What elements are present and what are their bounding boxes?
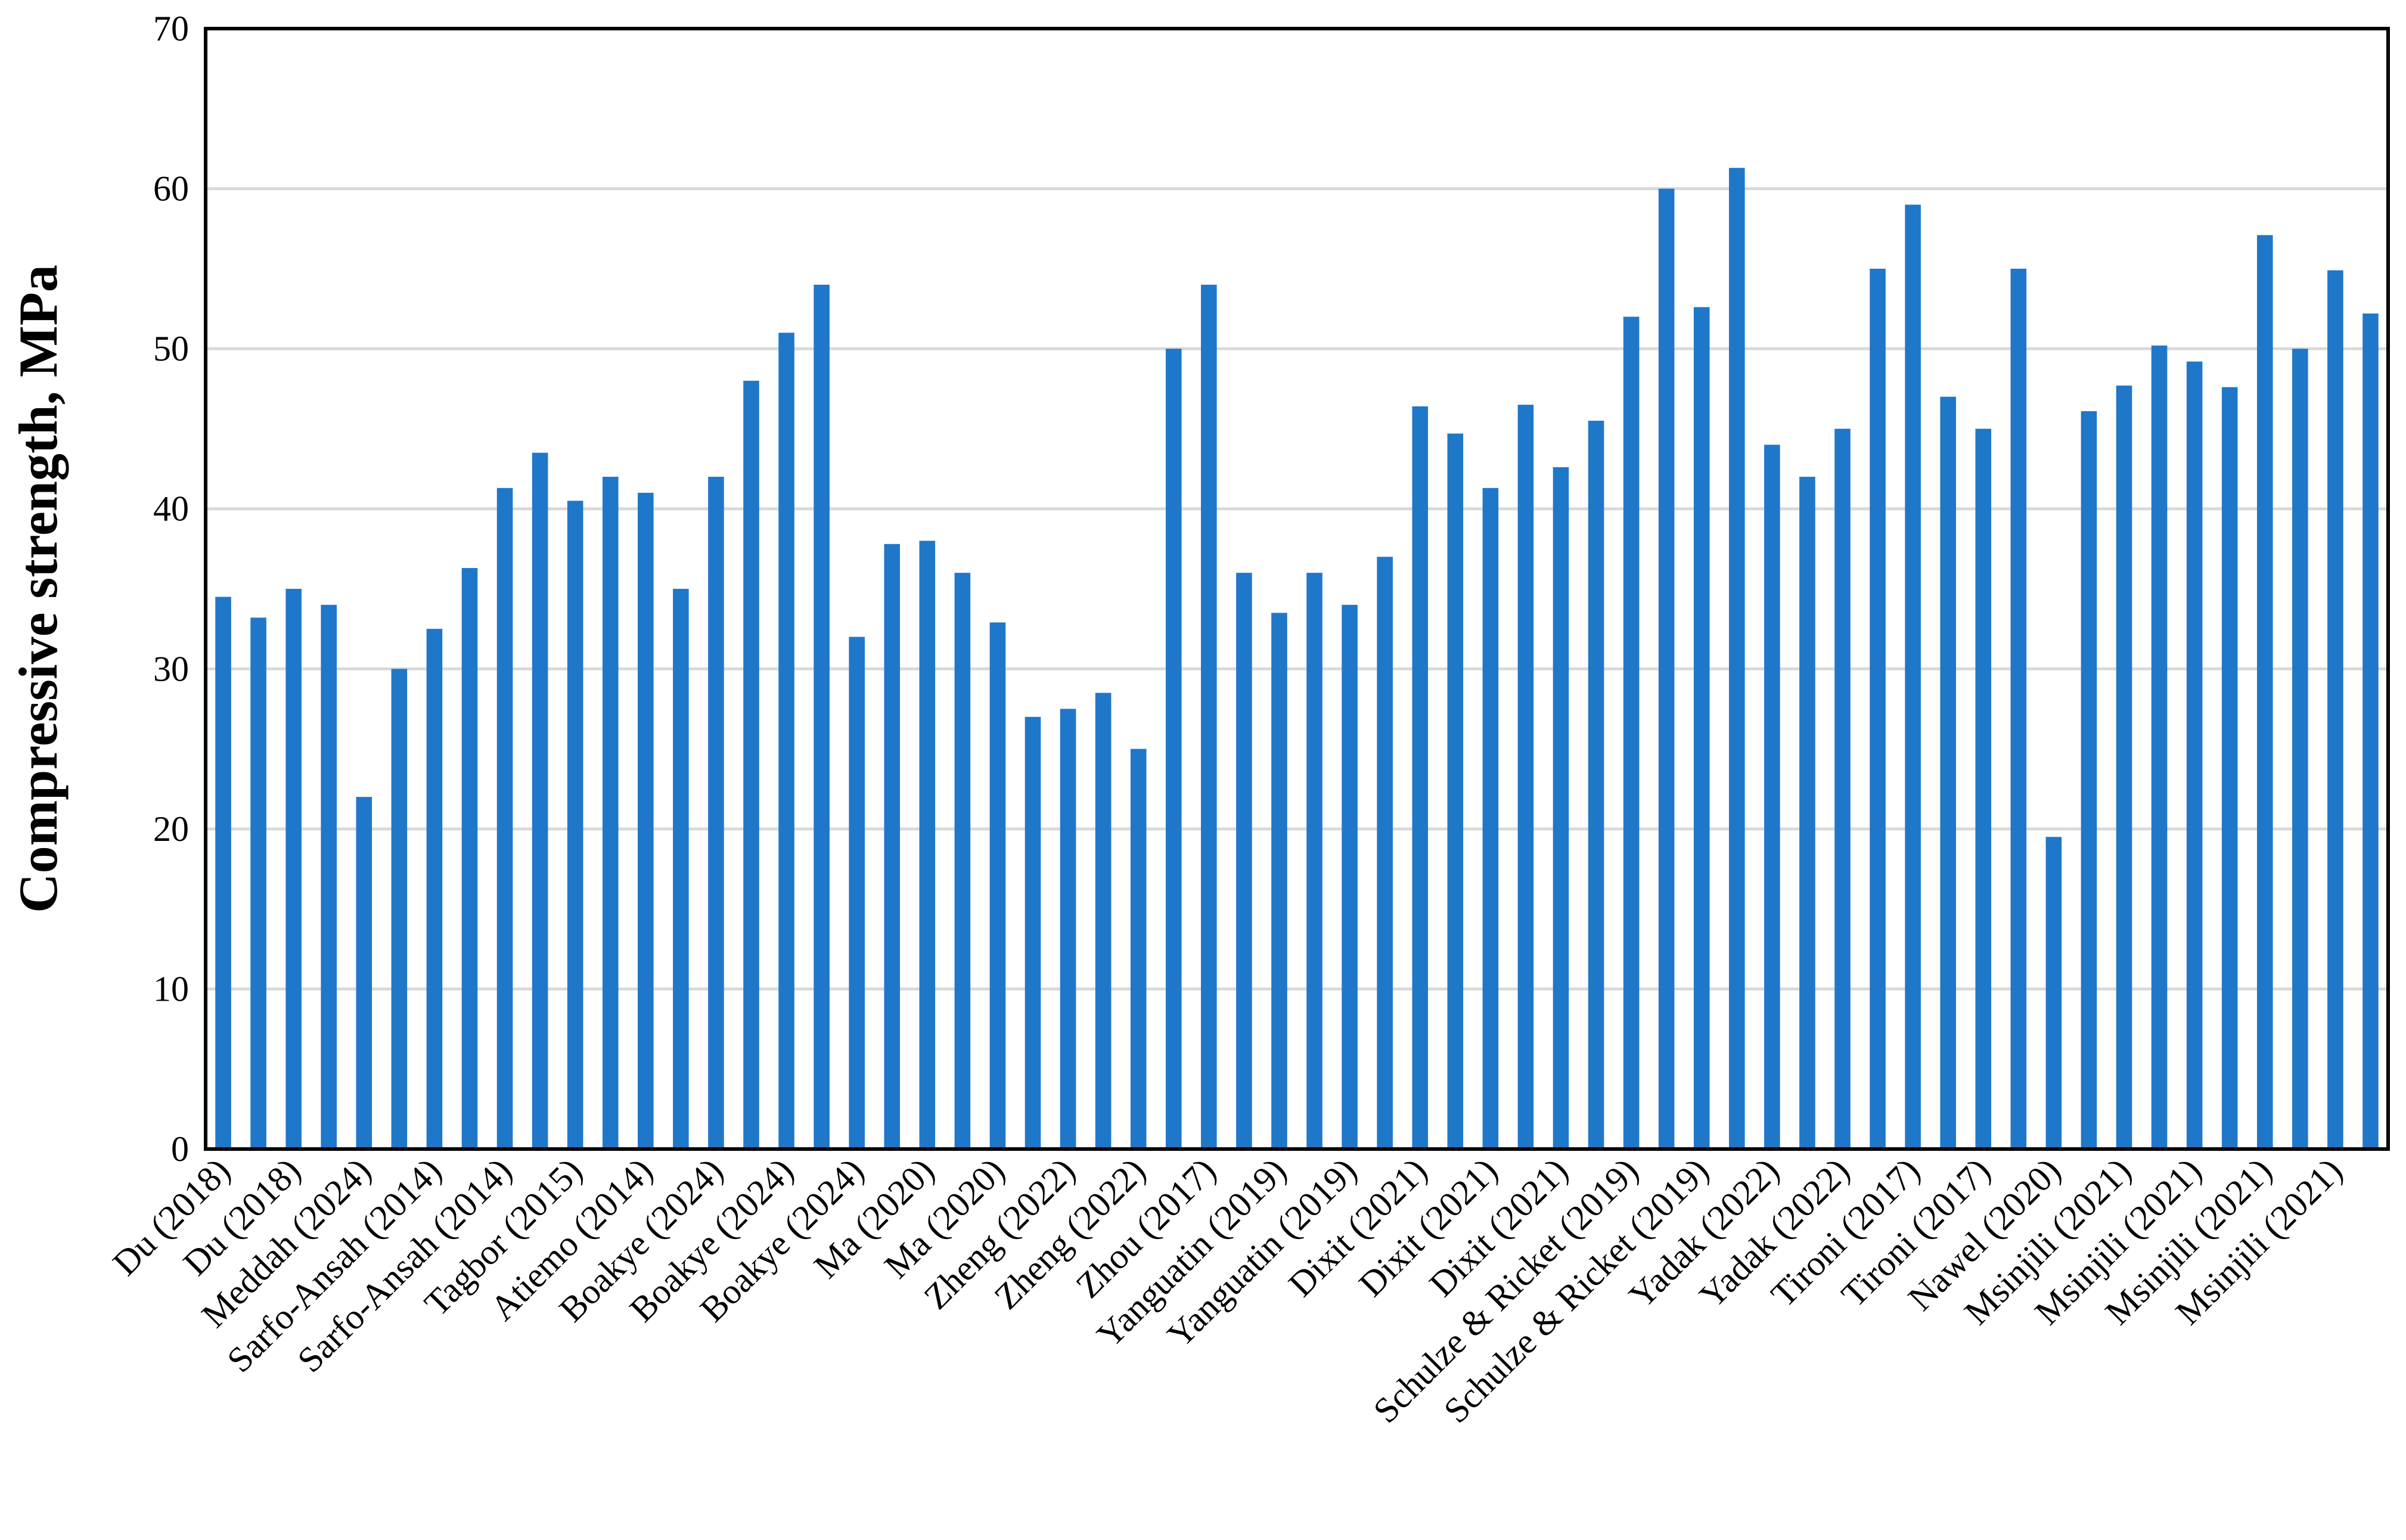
y-axis-label: Compressive strength, MPa — [8, 265, 69, 913]
bar — [602, 477, 619, 1149]
y-tick-label: 50 — [153, 329, 189, 368]
bar — [708, 477, 724, 1149]
bar — [391, 669, 408, 1149]
bar — [2116, 385, 2132, 1149]
bar — [849, 637, 865, 1149]
bar — [1623, 316, 1640, 1149]
bar — [1693, 307, 1710, 1150]
y-tick-label: 0 — [171, 1129, 189, 1169]
y-tick-label: 40 — [153, 489, 189, 529]
bar — [1447, 433, 1464, 1149]
bar — [2010, 268, 2027, 1149]
bar — [215, 597, 231, 1149]
bar — [884, 544, 901, 1149]
bar — [1517, 405, 1534, 1150]
bar — [1201, 284, 1217, 1149]
bar — [1870, 268, 1886, 1149]
bar — [2292, 349, 2308, 1150]
plot-frame — [204, 27, 2390, 1151]
bar — [1412, 406, 1429, 1149]
bar — [1165, 349, 1182, 1150]
bar — [356, 797, 372, 1149]
bar — [461, 568, 478, 1149]
bar — [1342, 604, 1358, 1149]
bar — [285, 589, 302, 1149]
bar — [673, 589, 689, 1149]
bar — [1306, 573, 1322, 1149]
bar — [1588, 421, 1604, 1149]
bar — [1271, 613, 1287, 1149]
bar — [1764, 445, 1780, 1150]
bar — [1236, 573, 1252, 1149]
bar — [2081, 411, 2097, 1149]
bar — [1025, 716, 1041, 1149]
bar — [1377, 557, 1393, 1149]
y-tick-label: 60 — [153, 169, 189, 209]
bar — [743, 380, 759, 1149]
bar — [2151, 345, 2168, 1149]
bar — [2221, 387, 2238, 1149]
bar — [2362, 313, 2379, 1149]
y-axis-ticks: 0 10 20 30 40 50 60 70 — [153, 9, 189, 1169]
bar — [532, 452, 548, 1149]
bar — [1130, 749, 1147, 1149]
bar — [1905, 204, 1921, 1149]
bar — [1482, 488, 1499, 1149]
bar — [250, 617, 266, 1149]
bar — [989, 622, 1006, 1149]
y-tick-label: 10 — [153, 969, 189, 1008]
bar — [2045, 837, 2062, 1149]
y-tick-label: 20 — [153, 809, 189, 849]
bars — [215, 167, 2379, 1150]
bar — [778, 333, 794, 1150]
bar — [1729, 167, 1745, 1150]
bar — [1060, 709, 1076, 1149]
bar — [426, 629, 443, 1149]
bar — [1940, 396, 1956, 1149]
bar — [321, 604, 337, 1149]
bar — [954, 573, 971, 1149]
bar — [919, 541, 936, 1149]
y-tick-label: 30 — [153, 649, 189, 688]
x-axis-ticks: Du (2018)Du (2018)Meddah (2024)Sarfo-Ans… — [105, 1151, 2349, 1431]
bar — [2327, 270, 2343, 1149]
bar — [1834, 429, 1851, 1149]
bar — [1095, 693, 1112, 1149]
bar — [638, 492, 654, 1149]
bar — [567, 501, 583, 1150]
bar — [2186, 361, 2203, 1149]
bar — [1799, 477, 1815, 1149]
bar — [2256, 235, 2273, 1149]
bar — [1658, 188, 1675, 1150]
bar — [1975, 429, 1992, 1149]
y-tick-label: 70 — [153, 9, 189, 48]
bar — [1553, 467, 1569, 1149]
bar — [814, 284, 830, 1149]
bar — [496, 488, 513, 1149]
